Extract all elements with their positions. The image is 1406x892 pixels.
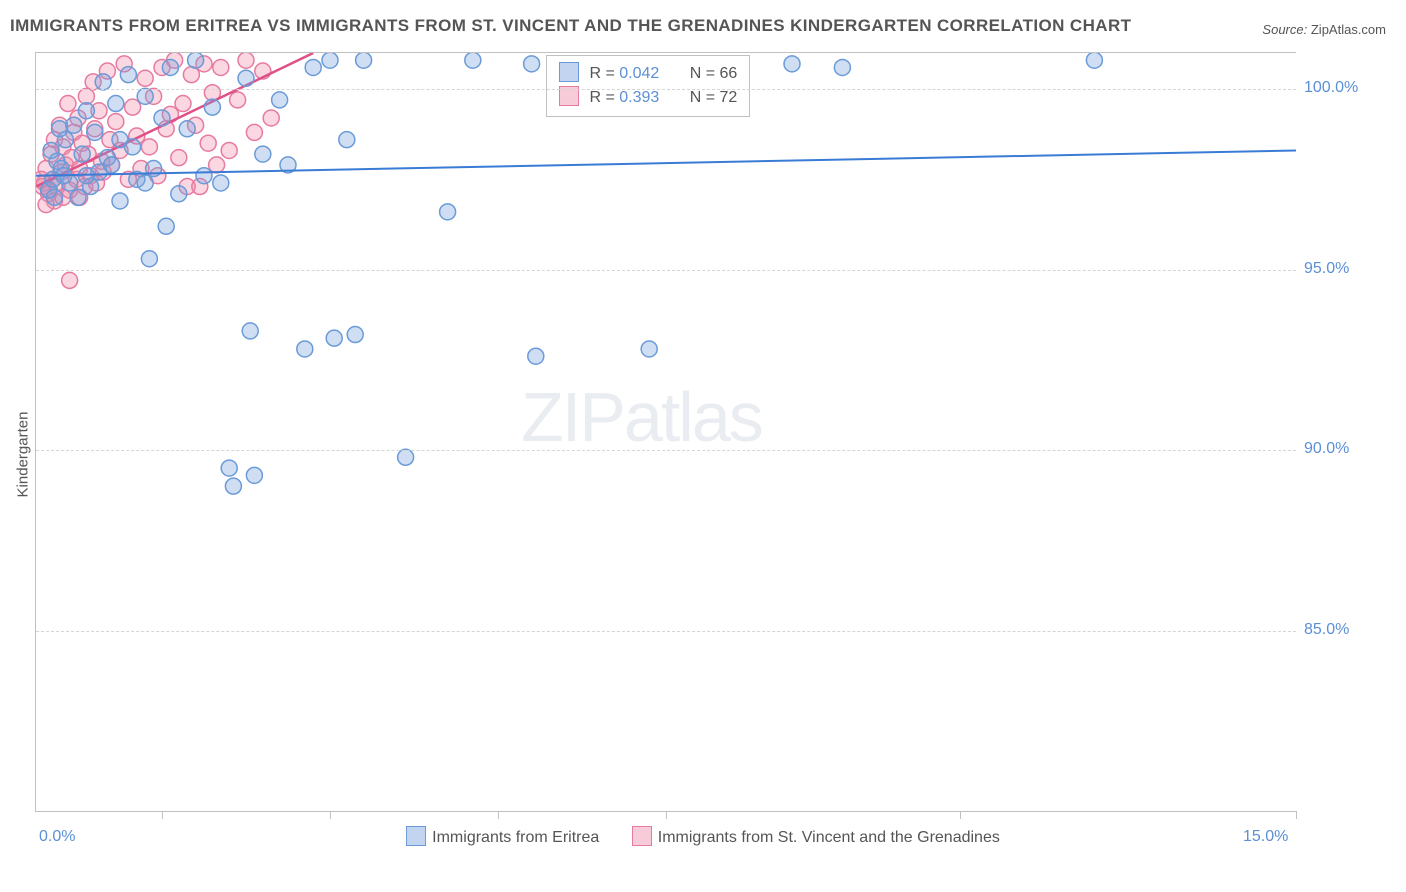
r-value-a: 0.042 — [619, 62, 675, 86]
source-attribution: Source: ZipAtlas.com — [1262, 22, 1386, 37]
source-value: ZipAtlas.com — [1311, 22, 1386, 37]
scatter-svg — [36, 53, 1296, 811]
legend-item-b: Immigrants from St. Vincent and the Gren… — [632, 826, 1000, 847]
legend-stats-row-a: R = 0.042 N = 66 — [559, 62, 737, 86]
n-value-a: N = 66 — [690, 65, 738, 82]
series-b-name: Immigrants from St. Vincent and the Gren… — [658, 829, 1000, 846]
legend-item-a: Immigrants from Eritrea — [406, 826, 599, 847]
source-label: Source: — [1262, 22, 1307, 37]
n-value-b: N = 72 — [690, 89, 738, 106]
legend-swatch-a — [559, 62, 579, 82]
legend-stats-box: R = 0.042 N = 66 R = 0.393 N = 72 — [546, 55, 750, 117]
legend-swatch-a-bottom — [406, 826, 426, 846]
y-axis-label: Kindergarten — [14, 412, 31, 498]
series-a-name: Immigrants from Eritrea — [432, 829, 599, 846]
legend-swatch-b-bottom — [632, 826, 652, 846]
legend-bottom: Immigrants from Eritrea Immigrants from … — [0, 826, 1406, 892]
chart-title: IMMIGRANTS FROM ERITREA VS IMMIGRANTS FR… — [10, 16, 1131, 36]
chart-plot-area: ZIPatlas R = 0.042 N = 66 R = 0.393 N = … — [35, 52, 1296, 812]
